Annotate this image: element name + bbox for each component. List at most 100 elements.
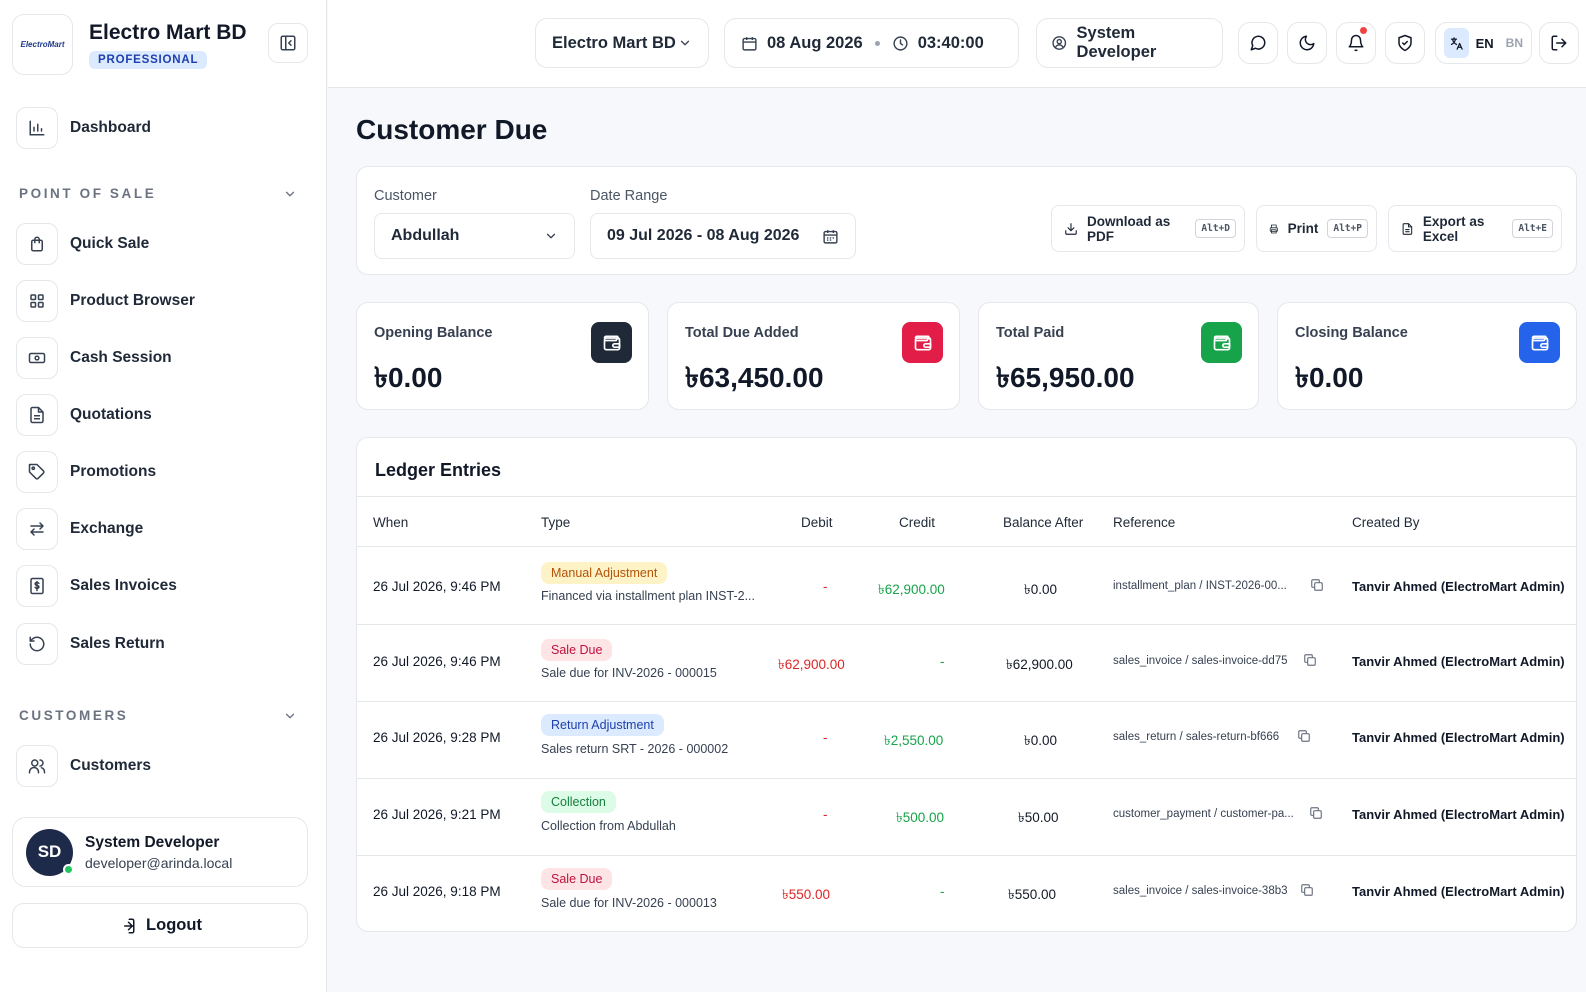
sidebar-collapse-icon — [280, 35, 296, 51]
customer-select-value: Abdullah — [391, 227, 460, 244]
cell-when: 26 Jul 2026, 9:46 PM — [373, 579, 501, 594]
rotate-ccw-icon — [29, 636, 45, 652]
logout-label: Logout — [146, 916, 202, 934]
wallet-icon — [1519, 322, 1560, 363]
column-header-balance-after: Balance After — [1003, 515, 1084, 530]
sidebar-item-cash-session[interactable]: Cash Session — [16, 337, 311, 379]
user-menu-button[interactable]: System Developer — [1036, 18, 1223, 68]
shortcut-hint: Alt+P — [1327, 219, 1368, 238]
avatar: SD — [26, 828, 74, 876]
stat-card-total-paid: Total Paid ৳65,950.00 — [978, 302, 1259, 410]
sidebar-item-product-browser[interactable]: Product Browser — [16, 280, 311, 322]
type-badge: Return Adjustment — [541, 714, 664, 736]
message-circle-icon — [1250, 35, 1266, 51]
brand: ElectroMart Electro Mart BD PROFESSIONAL — [12, 14, 247, 75]
copy-icon[interactable] — [1297, 729, 1311, 746]
copy-icon[interactable] — [1300, 883, 1314, 900]
sidebar-item-label: Sales Return — [70, 635, 165, 652]
notifications-button[interactable] — [1336, 22, 1376, 64]
type-description: Collection from Abdullah — [541, 819, 676, 833]
lang-bn[interactable]: BN — [1505, 36, 1523, 50]
brand-logo-text: ElectroMart — [20, 40, 65, 49]
plan-badge: PROFESSIONAL — [89, 50, 208, 69]
section-customers[interactable]: CUSTOMERS — [19, 708, 297, 723]
sidebar-collapse-button[interactable] — [268, 23, 308, 63]
avatar-initials: SD — [37, 842, 62, 861]
type-description: Sale due for INV-2026 - 000013 — [541, 896, 717, 910]
stat-card-opening-balance: Opening Balance ৳0.00 — [356, 302, 649, 410]
cell-credit: - — [940, 654, 945, 669]
theme-toggle-button[interactable] — [1287, 22, 1327, 64]
stat-label: Total Due Added — [685, 325, 799, 341]
notification-dot — [1360, 27, 1367, 34]
store-selector[interactable]: Electro Mart BD — [535, 18, 709, 68]
sign-out-button[interactable] — [1539, 22, 1579, 64]
column-header-created-by: Created By — [1352, 515, 1420, 530]
sidebar-item-quotations[interactable]: Quotations — [16, 394, 311, 436]
invoice-dollar-icon — [30, 577, 44, 595]
export-excel-button[interactable]: Export as Excel Alt+E — [1388, 205, 1562, 252]
translate-icon — [1450, 36, 1463, 50]
cell-when: 26 Jul 2026, 9:18 PM — [373, 884, 501, 899]
logout-button[interactable]: Logout — [12, 903, 308, 948]
sidebar-item-customers[interactable]: Customers — [16, 745, 311, 787]
sidebar-item-promotions[interactable]: Promotions — [16, 451, 311, 493]
print-button[interactable]: Print Alt+P — [1256, 205, 1377, 252]
sidebar-item-exchange[interactable]: Exchange — [16, 508, 311, 550]
table-row: 26 Jul 2026, 9:46 PM Sale Due Sale due f… — [357, 625, 1576, 702]
sidebar-item-dashboard[interactable]: Dashboard — [16, 107, 311, 149]
stat-value: ৳65,950.00 — [996, 362, 1135, 393]
chevron-down-icon — [285, 713, 295, 718]
calendar-icon — [742, 36, 757, 51]
sidebar-item-label: Sales Invoices — [70, 577, 177, 594]
cell-when: 26 Jul 2026, 9:21 PM — [373, 807, 501, 822]
cell-credit: ৳500.00 — [896, 810, 945, 825]
copy-icon[interactable] — [1309, 806, 1323, 823]
grid-icon — [30, 294, 44, 308]
sidebar-item-sales-invoices[interactable]: Sales Invoices — [16, 565, 311, 607]
copy-icon[interactable] — [1310, 578, 1324, 595]
cell-created-by: Tanvir Ahmed (ElectroMart Admin) — [1352, 730, 1565, 745]
type-description: Sale due for INV-2026 - 000015 — [541, 666, 717, 680]
section-title: POINT OF SALE — [19, 186, 157, 201]
sidebar-item-quick-sale[interactable]: Quick Sale — [16, 223, 311, 265]
column-header-credit: Credit — [899, 515, 936, 530]
store-name: Electro Mart BD — [552, 33, 676, 52]
customer-select[interactable]: Abdullah — [374, 213, 575, 259]
cell-reference: sales_return / sales-return-bf666 — [1113, 731, 1280, 743]
stat-label: Total Paid — [996, 325, 1065, 341]
user-circle-icon — [1052, 36, 1067, 50]
bell-icon — [1348, 34, 1364, 52]
user-card[interactable]: SD System Developer developer@arinda.loc… — [12, 817, 308, 887]
shortcut-hint: Alt+D — [1195, 219, 1236, 238]
customer-label: Customer — [374, 188, 437, 204]
logout-icon — [124, 918, 135, 933]
online-status-dot — [63, 863, 74, 875]
chevron-down-icon — [680, 40, 690, 46]
language-switcher[interactable]: EN BN — [1435, 22, 1532, 64]
lang-en[interactable]: EN — [1475, 35, 1494, 51]
copy-icon[interactable] — [1303, 653, 1317, 670]
cell-debit: - — [823, 730, 828, 745]
print-label: Print — [1287, 221, 1319, 236]
sidebar-item-sales-return[interactable]: Sales Return — [16, 623, 311, 665]
chevron-down-icon — [285, 191, 295, 196]
cell-reference: customer_payment / customer-pa... — [1113, 808, 1294, 820]
column-header-when: When — [373, 515, 409, 530]
section-point-of-sale[interactable]: POINT OF SALE — [19, 186, 297, 201]
download-pdf-button[interactable]: Download as PDF Alt+D — [1051, 205, 1245, 252]
users-icon — [28, 759, 46, 774]
cell-balance-after: ৳62,900.00 — [1006, 657, 1073, 672]
sidebar-item-label: Quotations — [70, 406, 152, 423]
type-description: Sales return SRT - 2026 - 000002 — [541, 742, 729, 756]
sidebar-item-label: Exchange — [70, 520, 144, 537]
banknote-icon — [28, 352, 46, 364]
date-range-picker[interactable]: 09 Jul 2026 - 08 Aug 2026 — [590, 213, 856, 259]
filter-card: Customer Abdullah Date Range 09 Jul 2026… — [356, 166, 1577, 275]
topbar: Electro Mart BD 08 Aug 2026 03:40:00 Sys… — [328, 0, 1586, 88]
messages-button[interactable] — [1238, 22, 1278, 64]
calendar-icon — [823, 229, 838, 244]
security-button[interactable] — [1385, 22, 1425, 64]
ledger-entries-card: Ledger Entries When Type Debit Credit Ba… — [356, 437, 1577, 932]
type-badge: Sale Due — [541, 868, 613, 890]
